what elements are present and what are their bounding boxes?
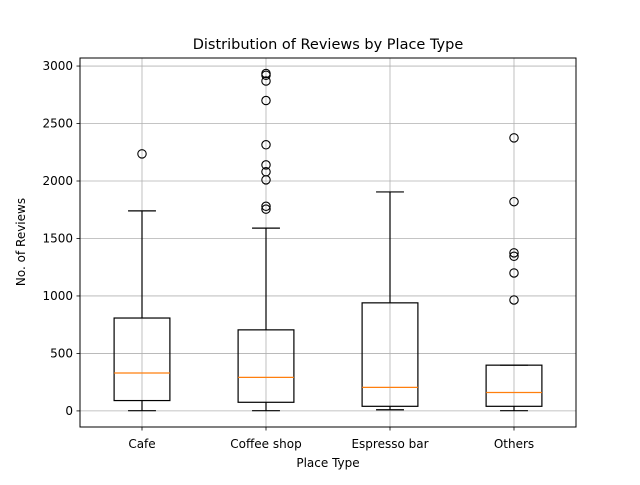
x-tick-label: Coffee shop (230, 437, 301, 451)
box-group (485, 133, 543, 412)
iqr-box (361, 302, 419, 407)
outlier-point (509, 133, 519, 143)
outlier-point (261, 201, 271, 212)
outlier-point (261, 160, 271, 170)
y-tick-label: 2500 (42, 117, 73, 131)
outlier-point (509, 248, 519, 258)
outlier-point (261, 204, 271, 214)
outlier-point (261, 140, 271, 150)
outlier-point (509, 251, 519, 262)
y-tick-label: 500 (50, 347, 73, 361)
outlier-point (261, 76, 271, 86)
plot-frame (79, 57, 577, 428)
x-axis-label: Place Type (296, 456, 359, 470)
outlier-point (261, 167, 271, 177)
box-group (361, 191, 419, 411)
tick-layer: 0 500 1000 1500 2000 2500 3000 Cafe Coffee shop E… (42, 59, 534, 451)
iqr-box (113, 317, 171, 402)
outlier-point (261, 68, 271, 79)
box-group (113, 149, 171, 412)
outlier-point (509, 268, 519, 278)
box-group (237, 68, 295, 412)
y-tick-label: 1000 (42, 289, 73, 303)
iqr-box (237, 329, 295, 403)
outlier-point (509, 295, 519, 305)
outlier-point (509, 196, 519, 207)
y-tick-label: 1500 (42, 232, 73, 246)
box-layer (113, 68, 543, 412)
y-tick-label: 0 (65, 404, 73, 418)
y-tick-label: 2000 (42, 174, 73, 188)
y-tick-label: 3000 (42, 59, 73, 73)
outlier-point (261, 95, 271, 106)
iqr-box (485, 364, 543, 407)
x-tick-label: Others (494, 437, 534, 451)
x-tick-label: Cafe (128, 437, 155, 451)
y-axis-label: No. of Reviews (14, 198, 28, 286)
chart-title: Distribution of Reviews by Place Type (193, 37, 464, 53)
x-tick-label: Espresso bar (351, 437, 428, 451)
grid-layer (80, 58, 576, 427)
outlier-point (137, 149, 147, 159)
